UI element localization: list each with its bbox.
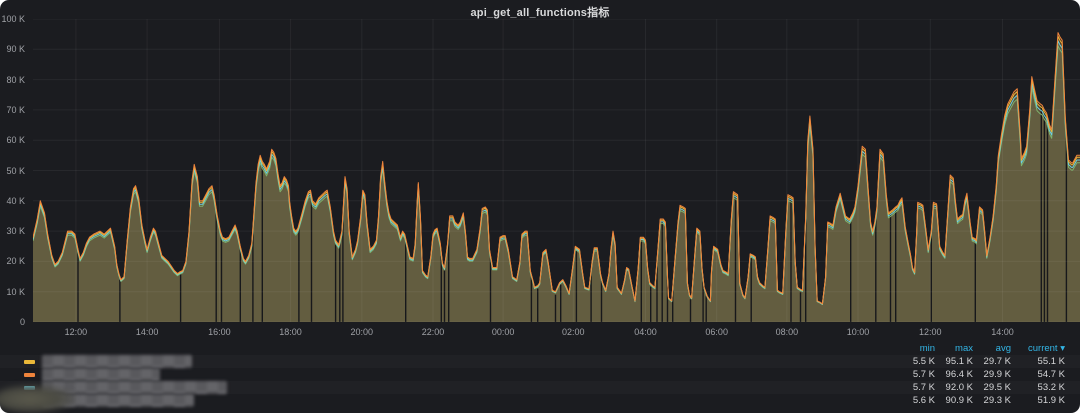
legend-value-max: 95.1 K bbox=[935, 356, 973, 367]
legend-value-min: 5.5 K bbox=[897, 356, 935, 367]
x-tick-label: 22:00 bbox=[422, 327, 445, 337]
legend-row[interactable]: 5.7 K92.0 K29.5 K53.2 K bbox=[0, 381, 1080, 394]
legend-row[interactable]: 5.5 K95.1 K29.7 K55.1 K bbox=[0, 355, 1080, 368]
sort-caret-icon: ▾ bbox=[1058, 343, 1065, 354]
x-tick-label: 04:00 bbox=[634, 327, 657, 337]
legend-value-min: 5.7 K bbox=[897, 382, 935, 393]
legend-value-min: 5.7 K bbox=[897, 369, 935, 380]
x-tick-label: 10:00 bbox=[847, 327, 870, 337]
legend-value-avg: 29.3 K bbox=[973, 395, 1011, 406]
series-area bbox=[33, 33, 1080, 322]
series-label-redacted bbox=[42, 355, 192, 368]
series-color-swatch-icon bbox=[24, 373, 35, 377]
legend-value-max: 90.9 K bbox=[935, 395, 973, 406]
series-color-swatch-icon bbox=[24, 360, 35, 364]
legend-value-current: 54.7 K bbox=[1011, 369, 1065, 380]
plot-area[interactable] bbox=[33, 19, 1080, 322]
timeseries-chart bbox=[33, 19, 1080, 322]
series-color-swatch-icon bbox=[24, 399, 35, 403]
legend-value-avg: 29.9 K bbox=[973, 369, 1011, 380]
x-tick-label: 12:00 bbox=[65, 327, 88, 337]
x-tick-label: 12:00 bbox=[919, 327, 942, 337]
x-tick-label: 18:00 bbox=[279, 327, 302, 337]
x-tick-label: 16:00 bbox=[208, 327, 231, 337]
grafana-panel: api_get_all_functions指标 010 K20 K30 K40 … bbox=[0, 0, 1080, 413]
legend: min max avg current ▾ 5.5 K95.1 K29.7 K5… bbox=[0, 342, 1080, 407]
series-label-redacted bbox=[42, 394, 194, 407]
x-tick-label: 14:00 bbox=[136, 327, 159, 337]
legend-value-current: 55.1 K bbox=[1011, 356, 1065, 367]
series-color-swatch-icon bbox=[24, 386, 35, 390]
x-tick-label: 20:00 bbox=[350, 327, 373, 337]
legend-value-avg: 29.5 K bbox=[973, 382, 1011, 393]
legend-col-avg[interactable]: avg bbox=[973, 343, 1011, 354]
legend-value-current: 51.9 K bbox=[1011, 395, 1065, 406]
legend-row[interactable]: 5.6 K90.9 K29.3 K51.9 K bbox=[0, 394, 1080, 407]
legend-col-min[interactable]: min bbox=[897, 343, 935, 354]
series-label-redacted bbox=[42, 381, 227, 394]
legend-value-min: 5.6 K bbox=[897, 395, 935, 406]
legend-value-current: 53.2 K bbox=[1011, 382, 1065, 393]
x-tick-label: 06:00 bbox=[705, 327, 728, 337]
legend-col-current[interactable]: current ▾ bbox=[1011, 343, 1065, 354]
legend-value-max: 92.0 K bbox=[935, 382, 973, 393]
legend-value-max: 96.4 K bbox=[935, 369, 973, 380]
legend-col-max[interactable]: max bbox=[935, 343, 973, 354]
x-tick-label: 00:00 bbox=[492, 327, 515, 337]
series-label-redacted bbox=[42, 368, 160, 381]
legend-header: min max avg current ▾ bbox=[0, 342, 1080, 355]
x-tick-label: 08:00 bbox=[776, 327, 799, 337]
x-tick-label: 14:00 bbox=[991, 327, 1014, 337]
legend-col-current-label: current bbox=[1028, 343, 1058, 354]
legend-row[interactable]: 5.7 K96.4 K29.9 K54.7 K bbox=[0, 368, 1080, 381]
x-tick-label: 02:00 bbox=[562, 327, 585, 337]
legend-value-avg: 29.7 K bbox=[973, 356, 1011, 367]
